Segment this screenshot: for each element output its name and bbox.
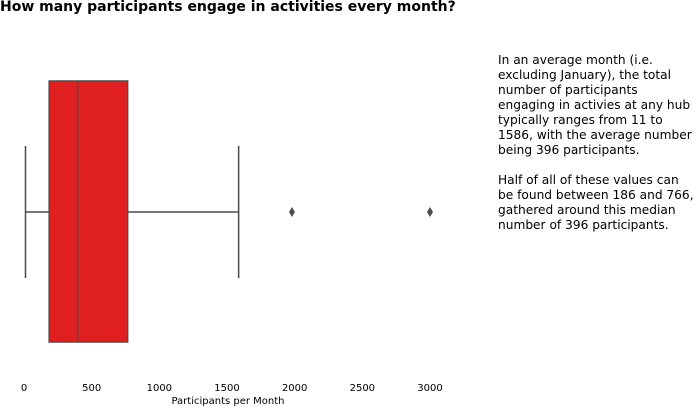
iqr-box <box>48 80 129 343</box>
x-tick-label-1000: 1000 <box>147 383 172 394</box>
outlier-point-1 <box>288 207 295 217</box>
x-tick-label-3000: 3000 <box>417 383 442 394</box>
x-tick-label-1500: 1500 <box>214 383 239 394</box>
x-axis-label: Participants per Month <box>171 396 284 406</box>
boxplot-chart: 0 500 1000 1500 2000 2500 3000 Participants pe… <box>21 80 443 406</box>
annotation-paragraph-1: In an average month (i.e. excluding Janu… <box>498 53 692 157</box>
outlier-point-2 <box>427 207 433 217</box>
x-tick-label-500: 500 <box>82 383 101 394</box>
chart-title: How many participants engage in activiti… <box>0 0 456 15</box>
x-tick-label-2000: 2000 <box>282 383 307 394</box>
annotation-paragraph-2: Half of all of these values can be found… <box>498 173 694 232</box>
annotation-text: In an average month (i.e. excluding Janu… <box>498 53 696 248</box>
x-tick-label-2500: 2500 <box>350 383 375 394</box>
x-tick-label-0: 0 <box>21 383 27 394</box>
